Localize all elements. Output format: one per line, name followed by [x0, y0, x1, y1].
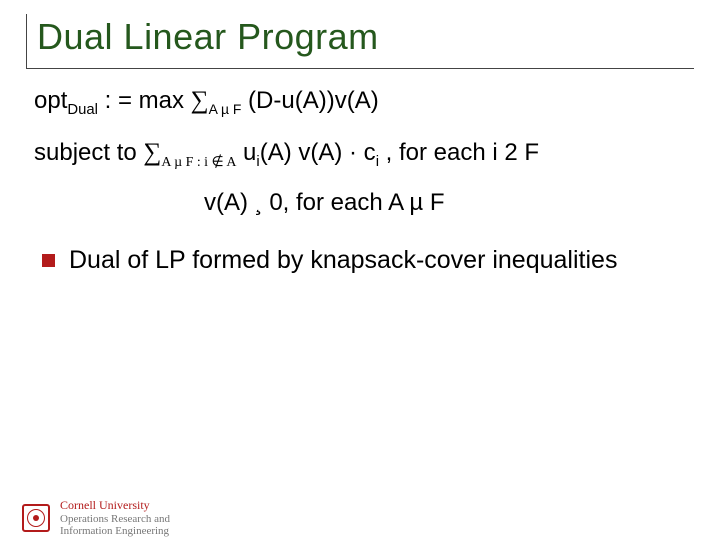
sigma-1-sub: A µ F: [209, 101, 242, 117]
obj-rest: (D-u(A))v(A): [241, 87, 378, 114]
sigma-1: ∑: [191, 87, 209, 114]
opt-text: opt: [34, 87, 67, 114]
u-text: u: [236, 139, 256, 166]
sigma-2-sub: A µ F : i ∉ A: [161, 155, 236, 170]
equation-constraint: subject to ∑A µ F : i ∉ A ui(A) v(A) · c…: [34, 139, 686, 167]
tail-text: , for each i 2 F: [379, 139, 539, 166]
max-text: max: [139, 87, 191, 114]
bullet-text: Dual of LP formed by knapsack-cover ineq…: [69, 245, 617, 276]
cornell-seal-icon: [22, 504, 50, 532]
opt-sub: Dual: [67, 102, 98, 118]
equation-objective: optDual : = max ∑A µ F (D-u(A))v(A): [34, 87, 686, 115]
slide-title: Dual Linear Program: [37, 16, 694, 58]
footer: Cornell University Operations Research a…: [22, 499, 170, 538]
footer-line-1: Cornell University: [60, 499, 170, 513]
equation-nonneg: v(A) ¸ 0, for each A µ F: [34, 189, 686, 217]
footer-text: Cornell University Operations Research a…: [60, 499, 170, 538]
footer-line-2: Operations Research and: [60, 513, 170, 526]
slide-body: optDual : = max ∑A µ F (D-u(A))v(A) subj…: [0, 69, 720, 276]
subject-to: subject to: [34, 139, 143, 166]
bullet-item: Dual of LP formed by knapsack-cover ineq…: [34, 245, 686, 276]
bullet-square-icon: [42, 254, 55, 267]
sigma-2: ∑: [143, 139, 161, 166]
coloneq: : =: [98, 87, 139, 114]
mid-text: (A) v(A) · c: [260, 139, 376, 166]
title-container: Dual Linear Program: [26, 14, 694, 69]
footer-line-3: Information Engineering: [60, 525, 170, 538]
